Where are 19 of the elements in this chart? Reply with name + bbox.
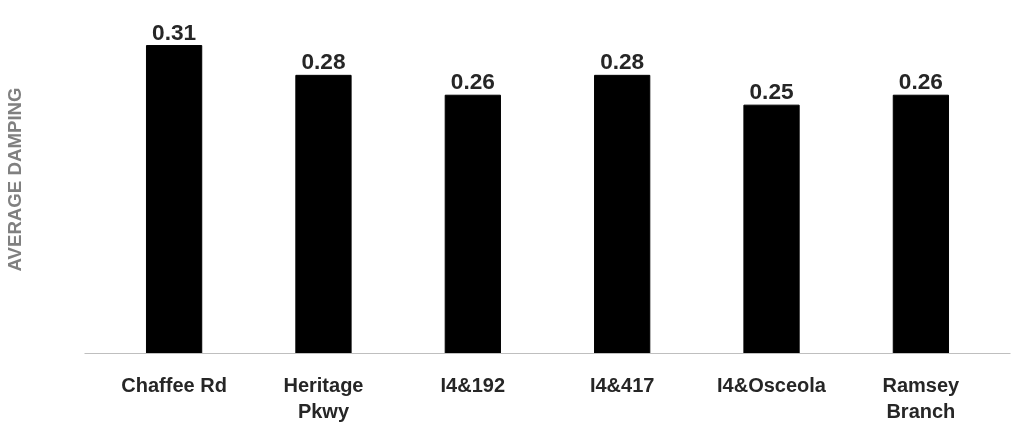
bar xyxy=(743,104,800,354)
y-axis-title: AVERAGE DAMPING xyxy=(3,87,25,272)
x-tick-label: I4&Osceola xyxy=(717,373,827,396)
bar xyxy=(892,94,950,354)
data-label: 0.26 xyxy=(898,68,943,95)
bar xyxy=(594,74,651,354)
data-label: 0.31 xyxy=(152,18,197,45)
data-label: 0.26 xyxy=(450,68,495,95)
data-label: 0.28 xyxy=(301,48,346,75)
x-tick-label: Ramsey Branch xyxy=(882,373,961,422)
bar xyxy=(295,74,352,354)
bar xyxy=(444,94,501,354)
data-label: 0.28 xyxy=(600,48,645,75)
x-tick-label: Chaffee Rd xyxy=(121,373,227,396)
x-tick-label: I4&192 xyxy=(440,373,506,396)
data-label: 0.25 xyxy=(749,78,794,105)
x-tick-label: I4&417 xyxy=(589,373,655,396)
x-tick-label: Heritage Pkwy xyxy=(283,373,364,422)
bar xyxy=(145,45,203,354)
